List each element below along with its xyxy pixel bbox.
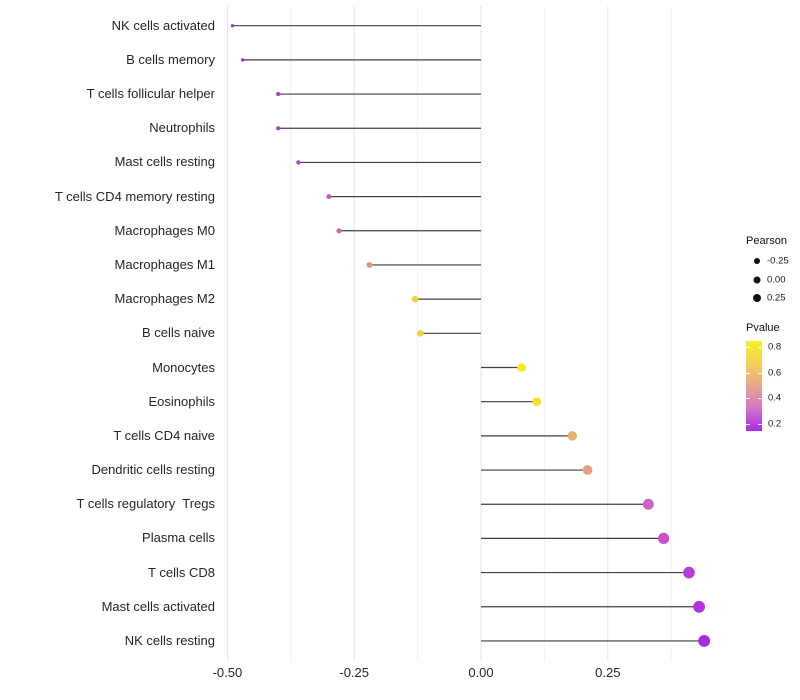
- y-axis-label: T cells regulatory Tregs: [76, 496, 215, 512]
- y-axis-label: T cells follicular helper: [86, 86, 215, 102]
- lollipop-dot: [683, 566, 695, 579]
- lollipop-dot: [582, 465, 593, 475]
- colorbar-tick-mark: [758, 346, 762, 348]
- size-legend-label: -0.25: [767, 255, 789, 267]
- lollipop-dot: [517, 363, 526, 372]
- y-axis-label: Macrophages M1: [114, 256, 215, 272]
- y-axis-label: T cells CD4 memory resting: [54, 188, 215, 204]
- lollipop-dot: [276, 126, 281, 131]
- colorbar-tick-mark: [746, 424, 750, 426]
- x-axis-tick-label: 0.25: [595, 665, 621, 680]
- y-axis-label: NK cells resting: [124, 632, 215, 648]
- lollipop-dot: [411, 295, 419, 303]
- lollipop-dot: [276, 92, 281, 97]
- y-axis-label: Eosinophils: [148, 393, 216, 409]
- colorbar-tick-label: 0.6: [768, 367, 782, 379]
- lollipop-dot: [366, 262, 373, 268]
- lollipop-dot: [416, 329, 424, 337]
- color-legend-title: Pvalue: [746, 322, 780, 334]
- size-legend-label: 0.00: [767, 274, 786, 285]
- y-axis-label: Dendritic cells resting: [91, 462, 215, 478]
- colorbar-tick-label: 0.2: [768, 418, 782, 430]
- lollipop-dot: [296, 160, 301, 165]
- size-legend-label: 0.25: [767, 292, 786, 304]
- lollipop-dot: [658, 532, 670, 544]
- pvalue-colorbar: [746, 341, 762, 431]
- lollipop-dot: [532, 397, 542, 407]
- size-legend-dot: [753, 276, 761, 283]
- colorbar-tick-mark: [746, 346, 750, 348]
- colorbar-tick-mark: [758, 424, 762, 426]
- lollipop-dot: [230, 24, 235, 28]
- y-axis-label: B cells memory: [126, 51, 215, 67]
- colorbar-tick-mark: [746, 398, 750, 400]
- y-axis-label: B cells naive: [142, 325, 215, 341]
- size-legend-dot: [753, 294, 761, 302]
- lollipop-dot: [326, 194, 332, 200]
- y-axis-label: Macrophages M0: [114, 222, 215, 238]
- y-axis-label: Neutrophils: [149, 120, 215, 136]
- lollipop-dot: [567, 431, 578, 441]
- lollipop-dot: [642, 498, 654, 510]
- y-axis-label: T cells CD8: [148, 564, 215, 580]
- x-axis-tick-label: -0.25: [339, 665, 370, 680]
- x-axis-tick-label: -0.50: [212, 665, 243, 680]
- colorbar-tick-mark: [746, 372, 750, 374]
- y-axis-label: T cells CD4 naive: [113, 427, 215, 443]
- y-axis-label: Mast cells activated: [101, 598, 215, 614]
- size-legend-dot: [754, 258, 760, 264]
- colorbar-tick-label: 0.8: [768, 341, 782, 353]
- size-legend-title: Pearson: [746, 235, 787, 247]
- y-axis-label: Plasma cells: [142, 530, 215, 546]
- lollipop-dot: [693, 600, 706, 613]
- y-axis-label: NK cells activated: [111, 17, 215, 33]
- lollipop-dot: [336, 228, 342, 234]
- colorbar-tick-label: 0.4: [768, 392, 782, 404]
- lollipop-dot: [698, 634, 711, 647]
- x-axis-tick-label: 0.00: [468, 665, 494, 680]
- y-axis-label: Mast cells resting: [114, 154, 215, 170]
- lollipop-dot: [240, 58, 245, 62]
- y-axis-label: Monocytes: [152, 359, 215, 375]
- y-axis-label: Macrophages M2: [114, 291, 215, 307]
- colorbar-tick-mark: [758, 398, 762, 400]
- colorbar-tick-mark: [758, 372, 762, 374]
